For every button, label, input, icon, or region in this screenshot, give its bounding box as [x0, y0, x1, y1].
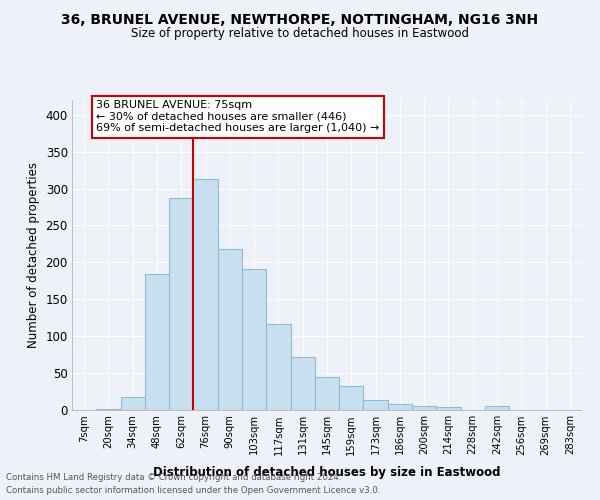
Y-axis label: Number of detached properties: Number of detached properties [27, 162, 40, 348]
X-axis label: Distribution of detached houses by size in Eastwood: Distribution of detached houses by size … [153, 466, 501, 478]
Bar [364, 400, 388, 410]
Bar [218, 249, 242, 410]
Text: 36 BRUNEL AVENUE: 75sqm
← 30% of detached houses are smaller (446)
69% of semi-d: 36 BRUNEL AVENUE: 75sqm ← 30% of detache… [96, 100, 380, 133]
Bar [388, 404, 412, 410]
Text: Contains HM Land Registry data © Crown copyright and database right 2024.: Contains HM Land Registry data © Crown c… [6, 474, 341, 482]
Bar [412, 406, 436, 410]
Bar [485, 406, 509, 410]
Bar [121, 398, 145, 410]
Bar [266, 324, 290, 410]
Bar [290, 357, 315, 410]
Bar [315, 377, 339, 410]
Text: Size of property relative to detached houses in Eastwood: Size of property relative to detached ho… [131, 28, 469, 40]
Bar [242, 269, 266, 410]
Bar [169, 198, 193, 410]
Bar [145, 274, 169, 410]
Text: 36, BRUNEL AVENUE, NEWTHORPE, NOTTINGHAM, NG16 3NH: 36, BRUNEL AVENUE, NEWTHORPE, NOTTINGHAM… [61, 12, 539, 26]
Bar [193, 179, 218, 410]
Bar [96, 408, 121, 410]
Bar [436, 407, 461, 410]
Text: Contains public sector information licensed under the Open Government Licence v3: Contains public sector information licen… [6, 486, 380, 495]
Bar [339, 386, 364, 410]
